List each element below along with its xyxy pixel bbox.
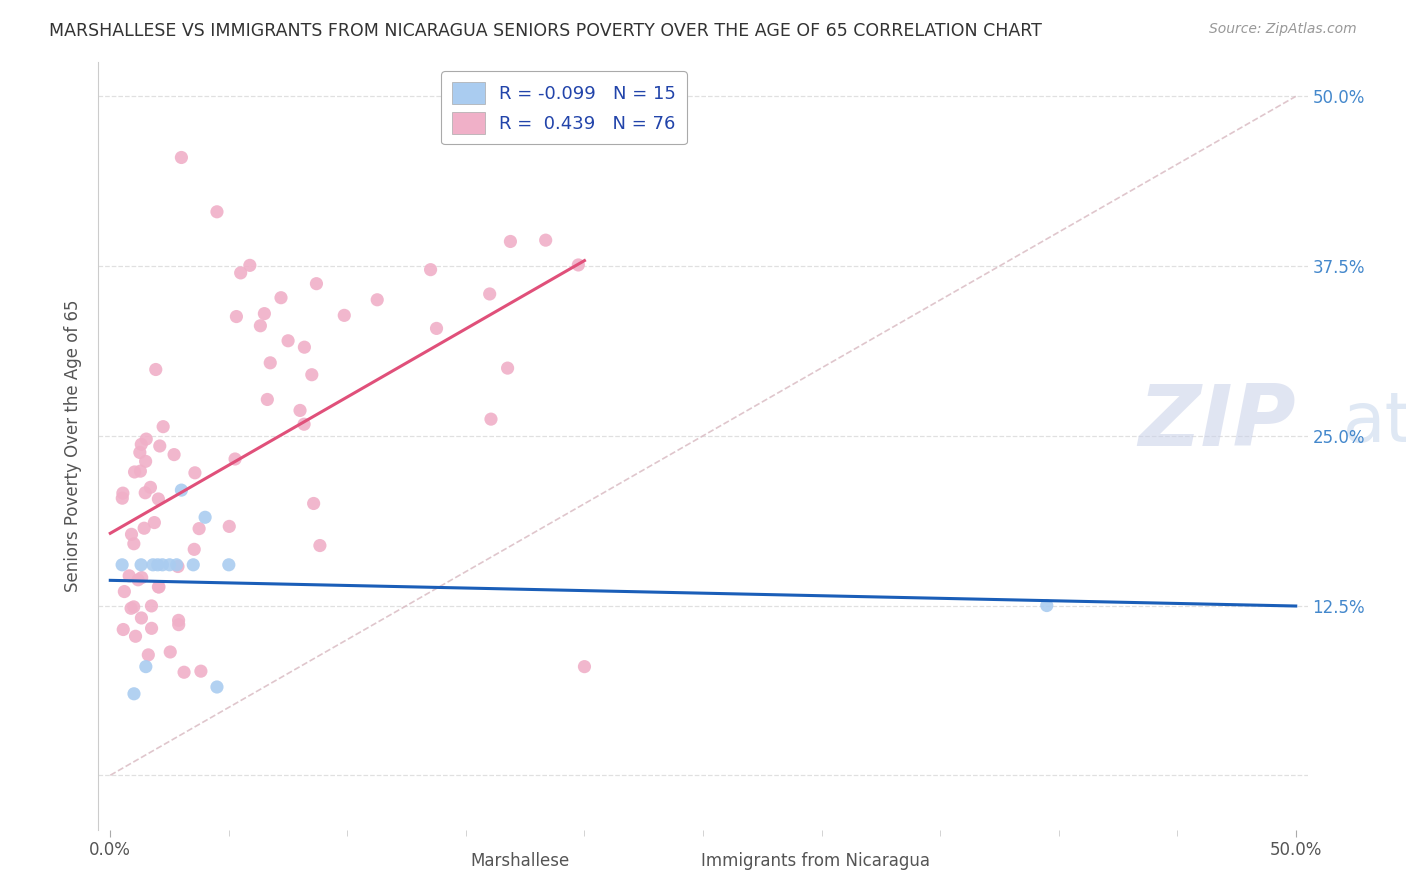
Point: [259, 356, 281, 370]
Point: [183, 542, 205, 557]
Point: [148, 491, 170, 506]
Point: [135, 659, 157, 673]
Text: MARSHALLESE VS IMMIGRANTS FROM NICARAGUA SENIORS POVERTY OVER THE AGE OF 65 CORR: MARSHALLESE VS IMMIGRANTS FROM NICARAGUA…: [49, 22, 1042, 40]
Point: [129, 558, 152, 572]
Text: atlas: atlas: [1343, 389, 1406, 456]
Point: [205, 680, 228, 694]
Point: [131, 611, 153, 625]
Point: [253, 307, 276, 321]
Point: [141, 621, 163, 635]
Point: [534, 233, 557, 247]
Point: [218, 558, 240, 572]
Point: [229, 266, 252, 280]
Point: [239, 258, 262, 272]
Point: [143, 516, 166, 530]
Point: [159, 645, 181, 659]
Point: [124, 465, 146, 479]
Point: [122, 537, 145, 551]
Point: [309, 539, 332, 553]
Point: [129, 437, 152, 451]
Point: [152, 558, 174, 572]
Point: [134, 485, 156, 500]
Point: [152, 419, 174, 434]
Point: [135, 454, 157, 468]
Point: [134, 521, 156, 535]
Point: [479, 412, 502, 426]
Point: [128, 445, 150, 459]
Point: [305, 277, 328, 291]
Point: [122, 687, 145, 701]
Point: [111, 491, 134, 506]
Point: [173, 665, 195, 680]
Point: [301, 368, 323, 382]
Point: [145, 362, 167, 376]
Point: [1036, 599, 1059, 613]
Point: [135, 432, 157, 446]
Point: [419, 262, 441, 277]
Point: [163, 448, 186, 462]
Point: [499, 235, 522, 249]
Point: [148, 580, 170, 594]
Point: [131, 571, 153, 585]
Point: [249, 318, 271, 333]
Point: [574, 659, 596, 673]
Point: [277, 334, 299, 348]
Point: [129, 464, 152, 478]
Point: [159, 558, 181, 572]
Point: [167, 559, 190, 574]
Point: [270, 291, 292, 305]
Point: [167, 613, 190, 627]
Point: [225, 310, 247, 324]
Point: [166, 558, 188, 572]
Point: [256, 392, 278, 407]
Point: [205, 204, 228, 219]
Y-axis label: Seniors Poverty Over the Age of 65: Seniors Poverty Over the Age of 65: [65, 300, 83, 592]
Point: [118, 569, 141, 583]
Point: [224, 452, 246, 467]
Point: [292, 340, 315, 354]
Point: [124, 629, 146, 643]
Point: [567, 258, 589, 272]
Point: [120, 601, 142, 615]
Point: [148, 580, 170, 594]
Point: [292, 417, 315, 432]
Legend: R = -0.099   N = 15, R =  0.439   N = 76: R = -0.099 N = 15, R = 0.439 N = 76: [441, 71, 686, 145]
Point: [194, 510, 217, 524]
Point: [142, 558, 165, 572]
Point: [181, 558, 204, 572]
Point: [149, 439, 172, 453]
Point: [141, 599, 163, 613]
Point: [111, 558, 134, 572]
Point: [302, 496, 325, 510]
Point: [121, 527, 143, 541]
Point: [139, 480, 162, 494]
Point: [188, 522, 211, 536]
Point: [170, 483, 193, 497]
Point: [190, 664, 212, 678]
Point: [167, 617, 190, 632]
Text: Immigrants from Nicaragua: Immigrants from Nicaragua: [702, 852, 929, 870]
Point: [127, 573, 149, 587]
Point: [122, 599, 145, 614]
Point: [366, 293, 388, 307]
Point: [170, 151, 193, 165]
Point: [333, 309, 356, 323]
Point: [111, 486, 134, 500]
Text: Source: ZipAtlas.com: Source: ZipAtlas.com: [1209, 22, 1357, 37]
Point: [112, 584, 135, 599]
Point: [478, 287, 501, 301]
Point: [112, 623, 135, 637]
Point: [496, 361, 519, 376]
Point: [136, 648, 159, 662]
Text: ZIP: ZIP: [1137, 381, 1296, 464]
Point: [288, 403, 311, 417]
Point: [146, 558, 169, 572]
Text: Marshallese: Marshallese: [471, 852, 569, 870]
Point: [425, 321, 447, 335]
Point: [184, 466, 207, 480]
Point: [218, 519, 240, 533]
